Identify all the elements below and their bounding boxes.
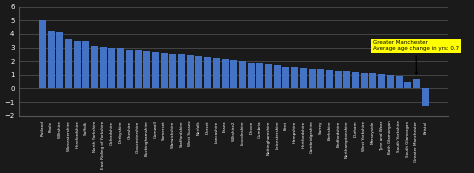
Bar (169, 54, 176, 88)
Bar (422, 88, 428, 106)
Bar (369, 74, 376, 88)
Bar (300, 68, 307, 88)
Bar (152, 52, 159, 88)
Bar (126, 50, 133, 88)
Bar (221, 59, 228, 88)
Bar (361, 73, 368, 88)
Bar (291, 67, 298, 88)
Bar (82, 41, 89, 88)
Bar (73, 41, 81, 88)
Bar (335, 71, 342, 88)
Bar (213, 58, 220, 88)
Bar (56, 32, 63, 88)
Bar (204, 57, 211, 88)
Bar (256, 63, 264, 88)
Bar (352, 72, 359, 88)
Bar (91, 46, 98, 88)
Bar (161, 53, 168, 88)
Bar (65, 39, 72, 88)
Bar (248, 63, 255, 88)
Bar (143, 51, 150, 88)
Bar (413, 79, 420, 88)
Bar (178, 54, 185, 88)
Bar (230, 60, 237, 88)
Bar (39, 20, 46, 88)
Bar (239, 61, 246, 88)
Bar (309, 69, 316, 88)
Bar (265, 64, 272, 88)
Bar (109, 48, 116, 88)
Bar (396, 76, 402, 88)
Bar (404, 82, 411, 88)
Bar (283, 67, 290, 88)
Bar (195, 56, 202, 88)
Bar (135, 50, 142, 88)
Bar (274, 65, 281, 88)
Bar (47, 31, 55, 88)
Bar (117, 48, 124, 88)
Bar (387, 75, 394, 88)
Bar (343, 71, 350, 88)
Bar (187, 55, 194, 88)
Bar (100, 47, 107, 88)
Text: Greater Manchester
Average age change in yrs: 0.7: Greater Manchester Average age change in… (373, 40, 459, 74)
Bar (317, 69, 324, 88)
Bar (326, 70, 333, 88)
Bar (378, 74, 385, 88)
